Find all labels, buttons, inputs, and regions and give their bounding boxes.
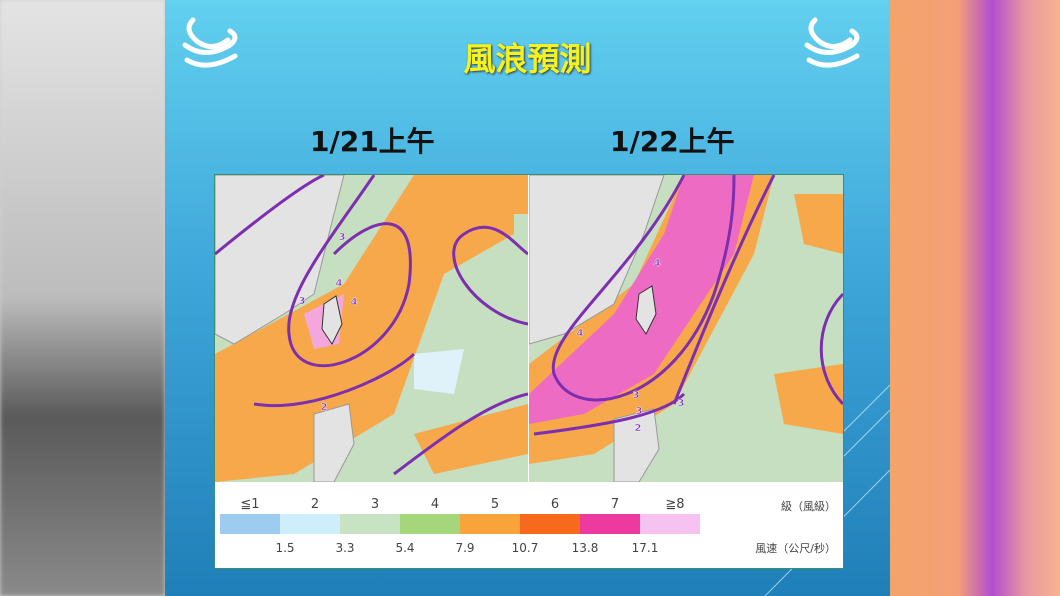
legend-level: ≦1 (240, 497, 259, 512)
legend-speed: 3.3 (335, 541, 354, 555)
contour-label: 3 (633, 390, 640, 401)
map (215, 175, 528, 482)
contour-label: 3 (339, 232, 346, 243)
background-blur (890, 0, 1060, 596)
legend-speed: 5.4 (395, 541, 414, 555)
legend-unit: 風速（公尺/秒） (755, 541, 836, 555)
map (529, 175, 843, 482)
legend-swatch (640, 514, 700, 534)
legend-level: 3 (371, 497, 379, 512)
legend-level: 2 (311, 497, 319, 512)
legend-speed: 10.7 (512, 541, 539, 555)
contour-label: 4 (351, 297, 358, 308)
legend-speed: 1.5 (275, 541, 294, 555)
legend-swatch (460, 514, 520, 534)
legend-swatch (340, 514, 400, 534)
legend-level: ≧8 (665, 497, 684, 512)
legend-level: 5 (491, 497, 499, 512)
contour-label: 3 (636, 406, 643, 417)
map-label: 1/21上午 (310, 125, 435, 158)
legend-unit: 級（風級） (781, 500, 836, 513)
maps: ≦1 2 3 4 5 6 7 ≧8 1.5 3.3 5.4 7.9 10.7 13.8 17.1 級（風級） 風… (214, 174, 844, 569)
legend: ≦1 2 3 4 5 6 7 ≧8 1.5 3.3 5.4 7.9 10.7 13.8 17.1 級（風級） 風… (220, 497, 836, 555)
contour-label: 4 (654, 258, 661, 269)
contour-label: 4 (577, 328, 584, 339)
contour-label: 2 (321, 402, 328, 413)
legend-speed: 13.8 (572, 541, 599, 555)
contour-label: 4 (336, 278, 343, 289)
legend-speed: 7.9 (455, 541, 474, 555)
legend-swatch (280, 514, 340, 534)
contour-label: 2 (635, 423, 642, 434)
legend-speed: 17.1 (632, 541, 659, 555)
legend-swatch (580, 514, 640, 534)
map-label: 1/22上午 (610, 125, 735, 158)
background-blur (0, 0, 165, 596)
contour-label: 3 (299, 296, 306, 307)
legend-level: 4 (431, 497, 439, 512)
legend-swatch (520, 514, 580, 534)
title: 風浪預測 (463, 40, 592, 78)
legend-level: 6 (551, 497, 559, 512)
legend-swatch (400, 514, 460, 534)
legend-swatch (220, 514, 280, 534)
legend-level: 7 (611, 497, 619, 512)
contour-label: 3 (678, 398, 685, 409)
